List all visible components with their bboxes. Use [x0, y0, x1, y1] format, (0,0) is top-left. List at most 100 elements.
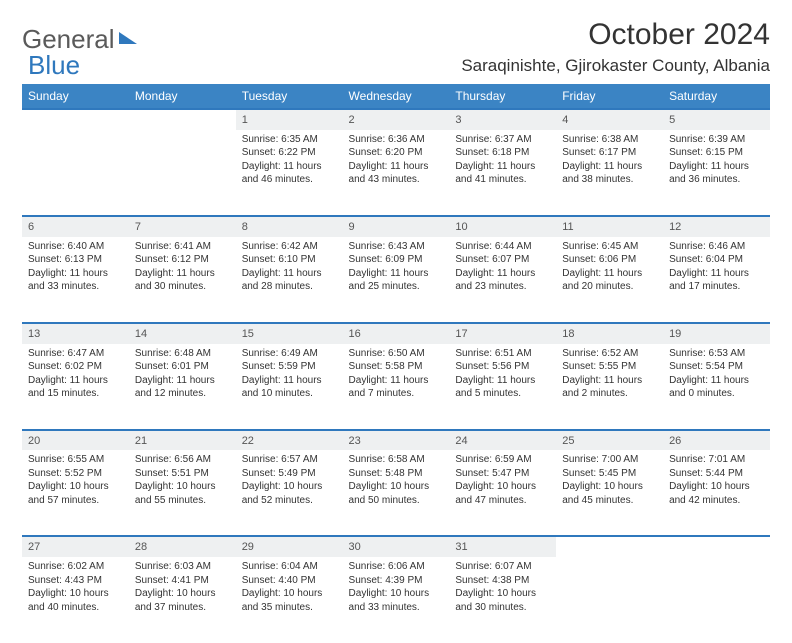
daylight-line: Daylight: 11 hours and 17 minutes. [669, 267, 764, 294]
day-number: 18 [556, 323, 663, 344]
sunrise-line: Sunrise: 6:44 AM [455, 240, 550, 254]
daylight-line: Daylight: 11 hours and 28 minutes. [242, 267, 337, 294]
title-block: October 2024 Saraqinishte, Gjirokaster C… [461, 18, 770, 76]
empty-cell [129, 130, 236, 216]
sunset-line: Sunset: 4:41 PM [135, 574, 230, 588]
empty-daynum [22, 109, 129, 130]
day-cell: Sunrise: 6:40 AMSunset: 6:13 PMDaylight:… [22, 237, 129, 323]
sunset-line: Sunset: 4:43 PM [28, 574, 123, 588]
calendar-body: 12345Sunrise: 6:35 AMSunset: 6:22 PMDayl… [22, 109, 770, 643]
sunset-line: Sunset: 5:59 PM [242, 360, 337, 374]
sunset-line: Sunset: 6:04 PM [669, 253, 764, 267]
month-title: October 2024 [461, 18, 770, 52]
empty-daynum [556, 536, 663, 557]
day-cell: Sunrise: 6:04 AMSunset: 4:40 PMDaylight:… [236, 557, 343, 643]
weekday-sunday: Sunday [22, 84, 129, 109]
day-cell: Sunrise: 6:56 AMSunset: 5:51 PMDaylight:… [129, 450, 236, 536]
sunset-line: Sunset: 6:07 PM [455, 253, 550, 267]
sunrise-line: Sunrise: 6:38 AM [562, 133, 657, 147]
sunrise-line: Sunrise: 6:43 AM [349, 240, 444, 254]
day-cell: Sunrise: 6:36 AMSunset: 6:20 PMDaylight:… [343, 130, 450, 216]
day-cell: Sunrise: 6:51 AMSunset: 5:56 PMDaylight:… [449, 344, 556, 430]
empty-daynum [663, 536, 770, 557]
sunrise-line: Sunrise: 6:45 AM [562, 240, 657, 254]
day-number: 7 [129, 216, 236, 237]
content-row: Sunrise: 6:55 AMSunset: 5:52 PMDaylight:… [22, 450, 770, 536]
sunset-line: Sunset: 4:40 PM [242, 574, 337, 588]
sunrise-line: Sunrise: 7:00 AM [562, 453, 657, 467]
day-cell: Sunrise: 6:03 AMSunset: 4:41 PMDaylight:… [129, 557, 236, 643]
sunset-line: Sunset: 6:22 PM [242, 146, 337, 160]
sunrise-line: Sunrise: 6:59 AM [455, 453, 550, 467]
daynum-row: 12345 [22, 109, 770, 130]
daylight-line: Daylight: 11 hours and 2 minutes. [562, 374, 657, 401]
sunset-line: Sunset: 5:52 PM [28, 467, 123, 481]
day-number: 14 [129, 323, 236, 344]
day-number: 11 [556, 216, 663, 237]
day-number: 30 [343, 536, 450, 557]
calendar-head: SundayMondayTuesdayWednesdayThursdayFrid… [22, 84, 770, 109]
sunrise-line: Sunrise: 6:03 AM [135, 560, 230, 574]
weekday-tuesday: Tuesday [236, 84, 343, 109]
sunset-line: Sunset: 4:39 PM [349, 574, 444, 588]
sunset-line: Sunset: 6:15 PM [669, 146, 764, 160]
sunrise-line: Sunrise: 6:40 AM [28, 240, 123, 254]
sunset-line: Sunset: 5:55 PM [562, 360, 657, 374]
day-number: 1 [236, 109, 343, 130]
daynum-row: 20212223242526 [22, 430, 770, 451]
daylight-line: Daylight: 11 hours and 36 minutes. [669, 160, 764, 187]
day-cell: Sunrise: 6:37 AMSunset: 6:18 PMDaylight:… [449, 130, 556, 216]
daylight-line: Daylight: 11 hours and 33 minutes. [28, 267, 123, 294]
daylight-line: Daylight: 11 hours and 15 minutes. [28, 374, 123, 401]
sunrise-line: Sunrise: 6:07 AM [455, 560, 550, 574]
day-number: 19 [663, 323, 770, 344]
day-cell: Sunrise: 7:01 AMSunset: 5:44 PMDaylight:… [663, 450, 770, 536]
sunset-line: Sunset: 5:49 PM [242, 467, 337, 481]
daylight-line: Daylight: 11 hours and 41 minutes. [455, 160, 550, 187]
sunset-line: Sunset: 5:51 PM [135, 467, 230, 481]
daynum-row: 6789101112 [22, 216, 770, 237]
day-number: 16 [343, 323, 450, 344]
day-cell: Sunrise: 6:07 AMSunset: 4:38 PMDaylight:… [449, 557, 556, 643]
daylight-line: Daylight: 10 hours and 33 minutes. [349, 587, 444, 614]
weekday-row: SundayMondayTuesdayWednesdayThursdayFrid… [22, 84, 770, 109]
daynum-row: 2728293031 [22, 536, 770, 557]
sunrise-line: Sunrise: 6:42 AM [242, 240, 337, 254]
day-number: 2 [343, 109, 450, 130]
sunrise-line: Sunrise: 6:56 AM [135, 453, 230, 467]
sunrise-line: Sunrise: 6:35 AM [242, 133, 337, 147]
day-cell: Sunrise: 6:57 AMSunset: 5:49 PMDaylight:… [236, 450, 343, 536]
day-cell: Sunrise: 6:35 AMSunset: 6:22 PMDaylight:… [236, 130, 343, 216]
day-number: 4 [556, 109, 663, 130]
day-cell: Sunrise: 6:55 AMSunset: 5:52 PMDaylight:… [22, 450, 129, 536]
header: General October 2024 Saraqinishte, Gjiro… [22, 18, 770, 76]
day-number: 24 [449, 430, 556, 451]
daylight-line: Daylight: 10 hours and 55 minutes. [135, 480, 230, 507]
daylight-line: Daylight: 10 hours and 40 minutes. [28, 587, 123, 614]
logo-triangle-icon [119, 32, 137, 44]
sunrise-line: Sunrise: 6:58 AM [349, 453, 444, 467]
sunrise-line: Sunrise: 6:46 AM [669, 240, 764, 254]
day-number: 5 [663, 109, 770, 130]
day-number: 8 [236, 216, 343, 237]
day-cell: Sunrise: 6:49 AMSunset: 5:59 PMDaylight:… [236, 344, 343, 430]
day-cell: Sunrise: 6:52 AMSunset: 5:55 PMDaylight:… [556, 344, 663, 430]
sunset-line: Sunset: 5:44 PM [669, 467, 764, 481]
weekday-wednesday: Wednesday [343, 84, 450, 109]
sunset-line: Sunset: 6:20 PM [349, 146, 444, 160]
sunrise-line: Sunrise: 6:52 AM [562, 347, 657, 361]
day-cell: Sunrise: 6:44 AMSunset: 6:07 PMDaylight:… [449, 237, 556, 323]
day-cell: Sunrise: 6:47 AMSunset: 6:02 PMDaylight:… [22, 344, 129, 430]
day-number: 27 [22, 536, 129, 557]
daylight-line: Daylight: 11 hours and 20 minutes. [562, 267, 657, 294]
sunset-line: Sunset: 6:02 PM [28, 360, 123, 374]
weekday-saturday: Saturday [663, 84, 770, 109]
day-number: 20 [22, 430, 129, 451]
weekday-monday: Monday [129, 84, 236, 109]
location-text: Saraqinishte, Gjirokaster County, Albani… [461, 56, 770, 76]
daylight-line: Daylight: 11 hours and 38 minutes. [562, 160, 657, 187]
sunrise-line: Sunrise: 6:47 AM [28, 347, 123, 361]
sunrise-line: Sunrise: 6:41 AM [135, 240, 230, 254]
sunrise-line: Sunrise: 6:51 AM [455, 347, 550, 361]
sunrise-line: Sunrise: 7:01 AM [669, 453, 764, 467]
